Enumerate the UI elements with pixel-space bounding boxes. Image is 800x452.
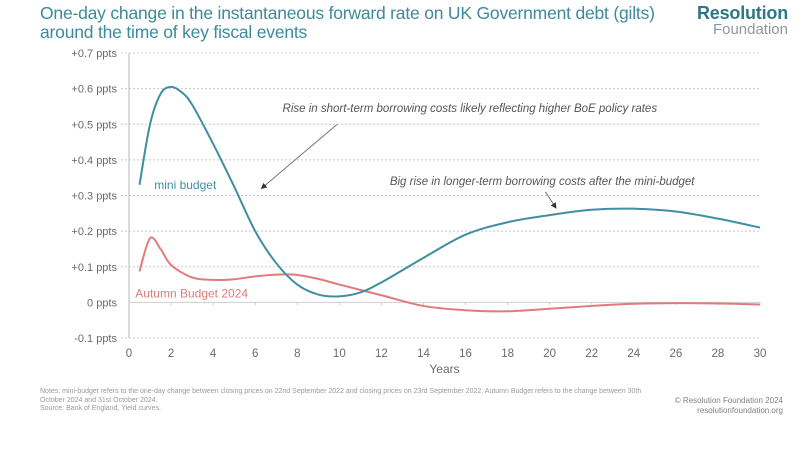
source-text: Source: Bank of England, Yield curves. bbox=[40, 405, 162, 413]
annotation-text: Rise in short-term borrowing costs likel… bbox=[283, 103, 658, 115]
x-tick-label: 24 bbox=[627, 348, 640, 360]
annotation-arrow bbox=[545, 191, 557, 209]
x-tick-label: 30 bbox=[754, 348, 767, 360]
logo-text-resolution: Resolution bbox=[697, 3, 788, 23]
resolution-foundation-logo: Resolution Foundation bbox=[697, 4, 788, 38]
gridlines bbox=[121, 52, 760, 339]
x-tick-label: 16 bbox=[459, 348, 472, 360]
y-tick-label: 0 ppts bbox=[87, 297, 117, 309]
x-tick-label: 2 bbox=[168, 348, 174, 360]
x-tick-label: 28 bbox=[712, 348, 725, 360]
y-tick-label: +0.5 ppts bbox=[71, 119, 117, 131]
x-axis-ticks: 0 2 4 6 8 10 12 14 16 18 20 22 24 26 28 30 bbox=[126, 302, 767, 360]
series-lines: Autumn Budget 2024 mini budget bbox=[135, 85, 761, 313]
x-tick-label: 0 bbox=[126, 348, 132, 360]
series-line-autumn-budget-2024 bbox=[138, 236, 761, 313]
y-tick-label: +0.6 ppts bbox=[71, 84, 117, 96]
x-tick-label: 18 bbox=[501, 348, 514, 360]
y-tick-label: -0.1 ppts bbox=[74, 333, 117, 345]
annotation-text: Big rise in longer-term borrowing costs … bbox=[390, 176, 695, 188]
chart-title: One-day change in the instantaneous forw… bbox=[40, 3, 655, 42]
x-tick-label: 8 bbox=[294, 348, 300, 360]
x-tick-label: 6 bbox=[252, 348, 258, 360]
x-tick-label: 14 bbox=[417, 348, 430, 360]
annotations: Rise in short-term borrowing costs likel… bbox=[260, 103, 695, 209]
y-tick-label: +0.7 ppts bbox=[71, 48, 117, 60]
logo-text-foundation: Foundation bbox=[712, 21, 788, 38]
x-tick-label: 20 bbox=[543, 348, 556, 360]
y-tick-label: +0.2 ppts bbox=[71, 226, 117, 238]
x-tick-label: 12 bbox=[375, 348, 388, 360]
x-tick-label: 4 bbox=[210, 348, 217, 360]
y-tick-label: +0.4 ppts bbox=[71, 155, 117, 167]
copyright-text: © Resolution Foundation 2024 bbox=[674, 396, 783, 405]
notes-text: Notes: mini-budget refers to the one-day… bbox=[40, 388, 642, 404]
y-tick-label: +0.1 ppts bbox=[71, 262, 117, 274]
series-label-mini-budget: mini budget bbox=[154, 178, 217, 192]
y-tick-label: +0.3 ppts bbox=[71, 191, 117, 203]
x-tick-label: 26 bbox=[669, 348, 682, 360]
x-tick-label: 22 bbox=[585, 348, 598, 360]
x-axis-label: Years bbox=[429, 362, 459, 376]
website-link[interactable]: resolutionfoundation.org bbox=[697, 406, 783, 415]
series-label-autumn-budget-2024: Autumn Budget 2024 bbox=[135, 286, 248, 300]
y-axis-ticks: -0.1 ppts 0 ppts +0.1 ppts +0.2 ppts +0.3 pp… bbox=[71, 48, 117, 345]
series-line-mini-budget bbox=[138, 85, 761, 298]
x-tick-label: 10 bbox=[333, 348, 346, 360]
credit: © Resolution Foundation 2024 resolutionf… bbox=[675, 396, 783, 416]
annotation-arrow bbox=[260, 123, 338, 190]
footnotes: Notes: mini-budget refers to the one-day… bbox=[40, 388, 660, 414]
